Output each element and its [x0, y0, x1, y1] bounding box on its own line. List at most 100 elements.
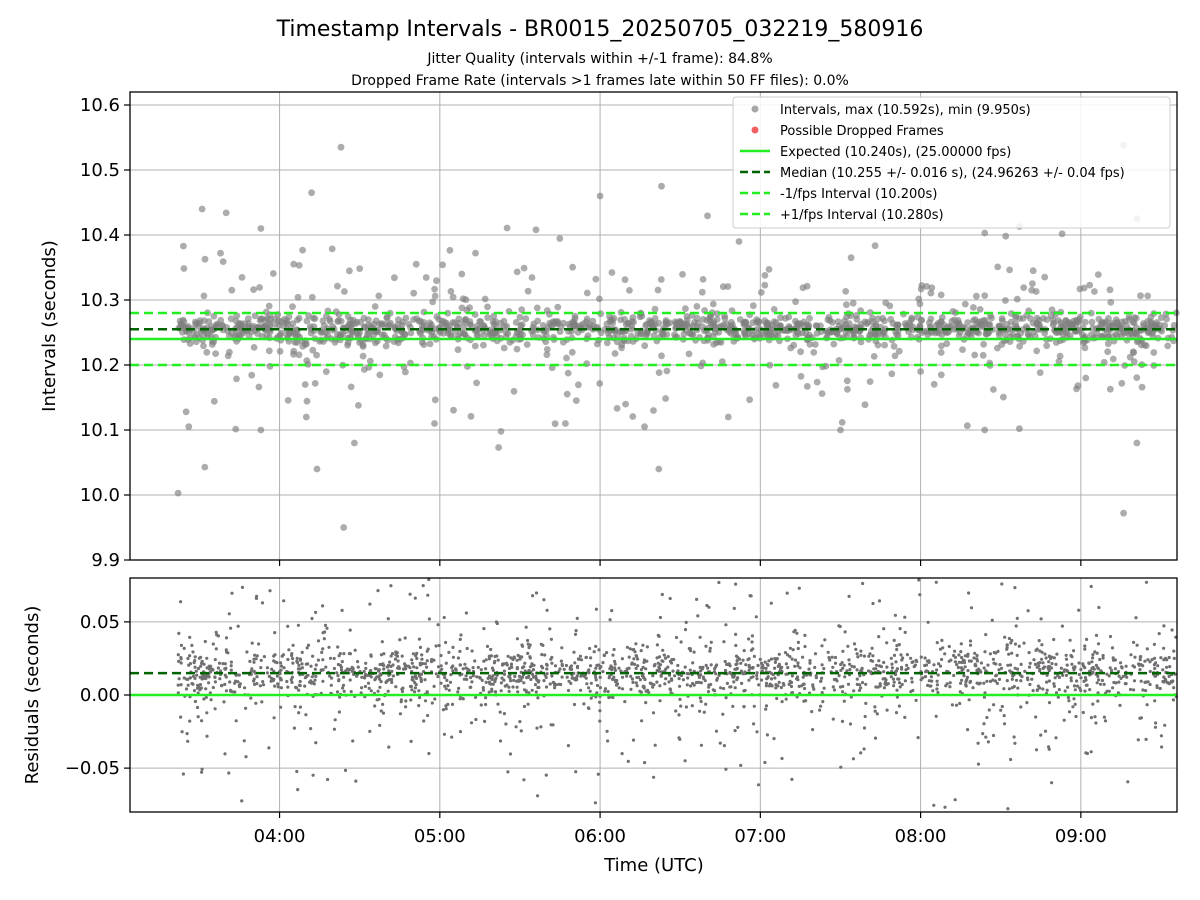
residual-point: [509, 662, 514, 666]
residual-point: [811, 728, 815, 732]
residual-point: [297, 711, 301, 715]
interval-point: [444, 309, 452, 317]
interval-point: [563, 354, 570, 362]
interval-point: [462, 315, 469, 323]
interval-point: [212, 350, 220, 357]
residual-point: [855, 652, 859, 656]
residual-point: [642, 658, 647, 662]
residual-point: [286, 624, 290, 628]
residual-point: [535, 726, 539, 730]
residual-point: [475, 675, 479, 679]
residual-point: [500, 676, 504, 680]
interval-point: [201, 463, 209, 471]
residual-point: [699, 681, 703, 685]
residual-point: [769, 677, 774, 681]
residual-point: [1013, 666, 1017, 670]
residual-point: [1008, 669, 1012, 673]
residual-point: [471, 674, 475, 678]
interval-point: [466, 304, 473, 311]
interval-point: [1013, 295, 1021, 303]
residual-point: [1072, 649, 1076, 653]
residual-point: [790, 691, 794, 695]
residual-point: [444, 687, 448, 691]
residual-point: [489, 647, 493, 652]
residual-point: [898, 685, 902, 689]
interval-point: [299, 342, 307, 350]
residual-point: [1022, 641, 1026, 645]
residual-point: [522, 688, 527, 692]
residual-point: [224, 648, 228, 652]
residual-point: [909, 656, 913, 660]
residuals-panel: −0.050.000.05 04:00 05:00 06:00 07:00 08:00 0…: [22, 577, 1178, 876]
residual-point: [704, 644, 708, 648]
residual-point: [1038, 669, 1042, 673]
residual-point: [444, 707, 448, 711]
residual-point: [733, 667, 737, 671]
residual-point: [1043, 729, 1048, 733]
interval-point: [923, 283, 931, 290]
residual-point: [793, 658, 798, 662]
residual-point: [1139, 679, 1143, 683]
residual-point: [454, 668, 458, 672]
interval-point: [1091, 288, 1098, 295]
residual-point: [1139, 655, 1143, 659]
residual-point: [1045, 680, 1049, 684]
residual-point: [314, 610, 318, 615]
interval-point: [994, 263, 1002, 271]
residual-point: [481, 688, 485, 692]
residual-point: [698, 665, 702, 670]
residual-point: [391, 674, 395, 678]
interval-point: [1120, 509, 1127, 517]
residual-point: [749, 648, 754, 652]
residual-point: [962, 661, 967, 665]
residual-point: [495, 673, 499, 677]
interval-point: [359, 352, 367, 360]
interval-point: [344, 313, 352, 320]
interval-point: [326, 318, 334, 325]
residual-point: [272, 677, 276, 681]
residual-point: [1072, 668, 1076, 672]
residual-point: [1077, 608, 1081, 612]
residual-point: [830, 655, 834, 659]
residual-point: [291, 661, 295, 665]
interval-point: [257, 426, 265, 434]
interval-point: [749, 302, 757, 310]
residual-point: [769, 601, 773, 605]
residual-point: [1118, 703, 1122, 708]
residuals-x-ticks: 04:00 05:00 06:00 07:00 08:00 09:00: [254, 812, 1107, 847]
residual-point: [752, 704, 756, 708]
interval-point: [510, 387, 518, 395]
residual-point: [606, 689, 610, 694]
residual-point: [536, 794, 540, 798]
residual-point: [1044, 656, 1048, 660]
residual-point: [560, 664, 564, 668]
interval-point: [492, 329, 500, 337]
residual-point: [1083, 676, 1088, 680]
residual-point: [260, 601, 265, 605]
residual-point: [1007, 636, 1012, 641]
interval-point: [554, 318, 562, 325]
residual-point: [991, 678, 995, 682]
residual-point: [1000, 666, 1004, 670]
residual-point: [823, 638, 827, 642]
residual-point: [1096, 667, 1100, 671]
interval-point: [1107, 298, 1115, 306]
residual-point: [598, 675, 602, 680]
residual-point: [1052, 682, 1056, 686]
residual-point: [1126, 780, 1130, 784]
residual-point: [213, 658, 217, 662]
residual-point: [698, 709, 702, 713]
interval-point: [438, 320, 446, 328]
residual-point: [242, 739, 246, 743]
interval-point: [753, 316, 761, 324]
interval-point: [402, 314, 410, 322]
residual-point: [927, 679, 931, 683]
residual-point: [544, 685, 549, 689]
residual-point: [573, 632, 578, 637]
residual-point: [982, 722, 986, 726]
residual-point: [1160, 745, 1164, 749]
interval-point: [927, 289, 935, 297]
interval-point: [891, 352, 899, 360]
x-tick-label: 09:00: [1055, 826, 1107, 847]
interval-point: [1002, 297, 1009, 304]
